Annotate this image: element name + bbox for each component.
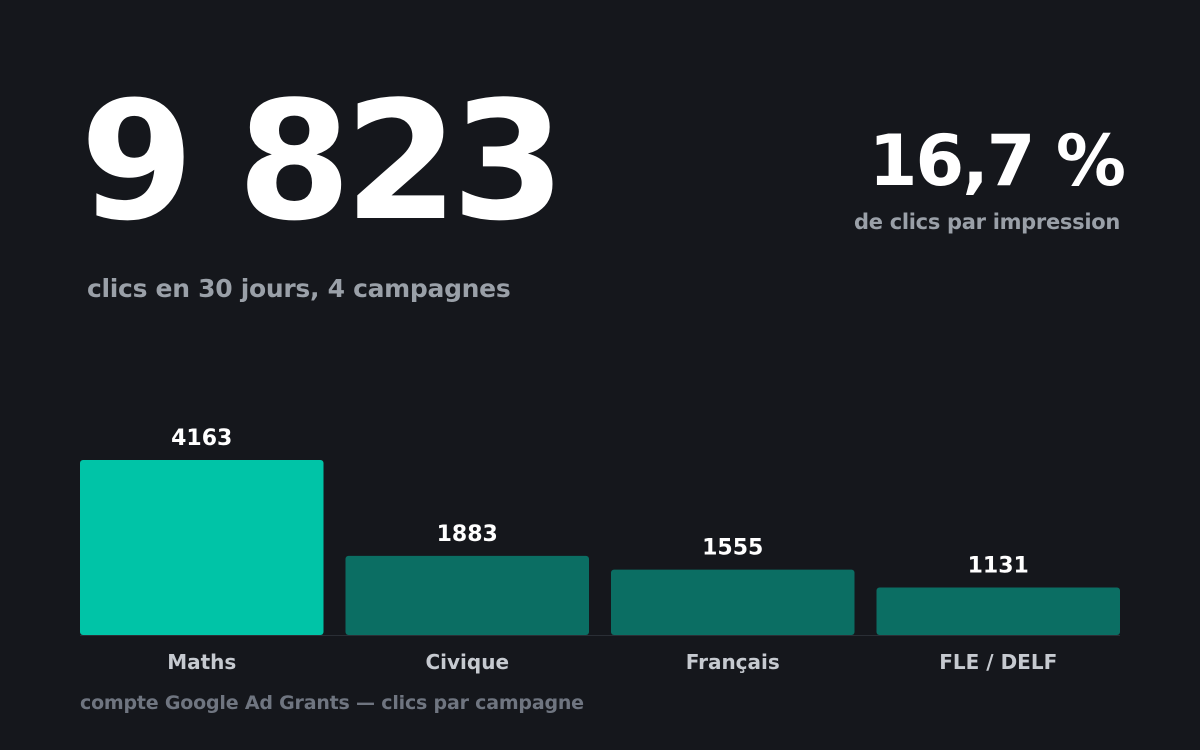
campaign-clicks-bar-chart: 4163 Maths 1883 Civique 1555 Français 1131 FLE … bbox=[80, 426, 1120, 674]
total-clicks-value: 9 823 bbox=[80, 66, 566, 257]
category-label: Maths bbox=[167, 650, 236, 674]
category-label: FLE / DELF bbox=[939, 650, 1057, 674]
category-label: Civique bbox=[425, 650, 509, 674]
chart-caption: compte Google Ad Grants — clics par camp… bbox=[80, 692, 584, 714]
ctr-caption: de clics par impression bbox=[854, 210, 1120, 234]
bar-value-label: 1131 bbox=[968, 553, 1029, 578]
bar-value-label: 4163 bbox=[171, 426, 232, 451]
ctr-value: 16,7 % bbox=[868, 120, 1126, 202]
bar-value-label: 1555 bbox=[702, 536, 763, 561]
ctr-stat: 16,7 % de clics par impression bbox=[854, 126, 1126, 234]
bar-3 bbox=[876, 587, 1120, 635]
bar-0 bbox=[80, 460, 324, 635]
bar-1 bbox=[345, 555, 589, 635]
bar-value-label: 1883 bbox=[437, 522, 498, 547]
bar-2 bbox=[611, 569, 855, 635]
category-label: Français bbox=[686, 650, 780, 674]
total-clicks-caption: clics en 30 jours, 4 campagnes bbox=[87, 274, 511, 303]
